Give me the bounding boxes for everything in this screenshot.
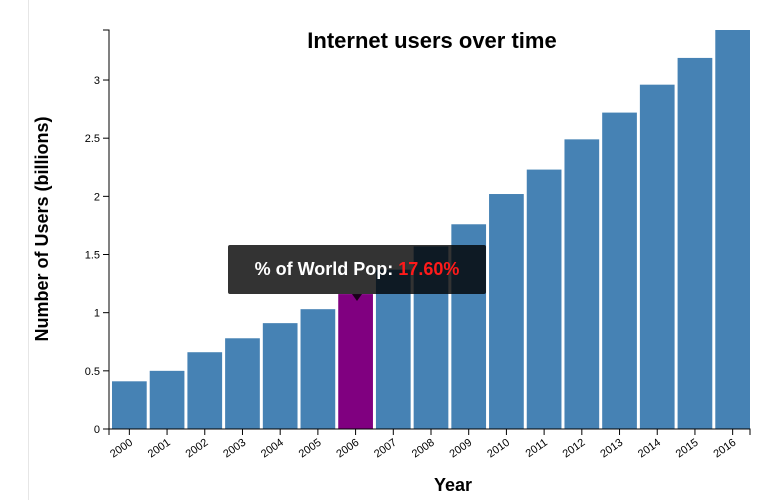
x-tick-label: 2001 <box>146 437 173 461</box>
y-tick-label: 0 <box>94 424 100 436</box>
bar-2001[interactable] <box>149 370 185 429</box>
bars <box>112 30 750 430</box>
x-tick-label: 2009 <box>447 437 474 461</box>
tooltip-label: % of World Pop: <box>254 259 394 279</box>
bar-2012[interactable] <box>564 139 600 429</box>
x-tick-label: 2013 <box>598 437 625 461</box>
y-tick-label: 1 <box>94 308 100 320</box>
bar-2006[interactable] <box>338 294 373 429</box>
x-tick-label: 2008 <box>410 437 437 461</box>
bar-2015[interactable] <box>677 57 713 430</box>
y-tick-label: 3 <box>94 75 100 87</box>
bar-2014[interactable] <box>639 84 675 430</box>
x-tick-label: 2003 <box>221 437 248 461</box>
bar-2007[interactable] <box>375 269 411 429</box>
y-tick-label: 1.5 <box>85 250 100 262</box>
x-tick-label: 2006 <box>334 437 361 461</box>
x-tick-label: 2007 <box>372 437 399 461</box>
x-tick-label: 2010 <box>485 437 512 461</box>
x-tick-label: 2016 <box>711 437 738 461</box>
y-axis-line <box>103 29 110 430</box>
bar-2016[interactable] <box>715 30 750 429</box>
y-tick-label: 0.5 <box>85 366 100 378</box>
tooltip: % of World Pop: 17.60% <box>228 245 486 294</box>
y-axis-label: Number of Users (billions) <box>32 116 52 341</box>
x-tick-label: 2004 <box>259 437 286 461</box>
y-tick-label: 2.5 <box>85 133 100 145</box>
bar-2013[interactable] <box>602 112 637 429</box>
y-axis: 0 0.5 1 1.5 2 2.5 3 <box>85 29 110 436</box>
x-tick-label: 2011 <box>524 437 550 460</box>
tooltip-arrow <box>352 294 362 301</box>
bar-2004[interactable] <box>262 323 298 429</box>
bar-2002[interactable] <box>187 352 223 429</box>
x-tick-label: 2012 <box>561 437 588 461</box>
bar-2011[interactable] <box>526 169 562 429</box>
x-axis-label: Year <box>434 475 472 495</box>
x-axis-line <box>108 428 751 435</box>
x-tick-label: 2005 <box>297 437 324 461</box>
bar-2000[interactable] <box>112 381 147 429</box>
x-tick-label: 2000 <box>108 437 135 461</box>
bar-2010[interactable] <box>489 194 524 429</box>
x-tick-label: 2002 <box>184 437 211 461</box>
x-tick-label: 2014 <box>636 437 663 461</box>
x-tick-label: 2015 <box>674 437 701 461</box>
bar-2005[interactable] <box>300 309 336 429</box>
bar-2003[interactable] <box>225 338 260 429</box>
y-tick-label: 2 <box>94 191 100 203</box>
x-axis: 2000 2001 2002 2003 2004 2005 2006 2007 2008 2009… <box>108 428 751 461</box>
tooltip-value: 17.60% <box>398 259 460 279</box>
left-border <box>28 0 29 500</box>
chart-title: Internet users over time <box>307 28 556 53</box>
